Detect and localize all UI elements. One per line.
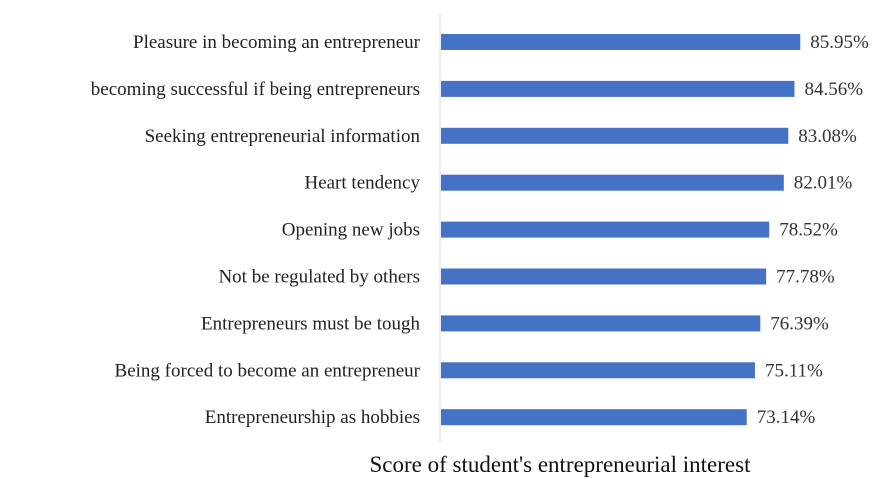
category-label: Opening new jobs	[282, 220, 420, 241]
value-label: 82.01%	[794, 173, 853, 194]
bar-7	[441, 315, 761, 332]
category-label: Being forced to become an entrepreneur	[115, 360, 421, 381]
bar-4	[441, 174, 784, 191]
bar-1	[441, 34, 801, 50]
bar-6	[441, 268, 767, 285]
value-label: 73.14%	[757, 407, 816, 428]
value-label: 76.39%	[770, 313, 829, 334]
bar-8	[441, 362, 755, 379]
category-label: Entrepreneurship as hobbies	[205, 407, 420, 428]
category-label: Seeking entrepreneurial information	[145, 126, 421, 147]
x-axis-title: Score of student's entrepreneurial inter…	[370, 452, 752, 477]
value-label: 84.56%	[804, 79, 863, 100]
value-label: 77.78%	[776, 267, 835, 288]
category-label: becoming successful if being entrepreneu…	[91, 79, 420, 100]
category-label: Heart tendency	[304, 173, 420, 194]
value-label: 75.11%	[765, 360, 823, 381]
category-label: Pleasure in becoming an entrepreneur	[133, 32, 421, 53]
bar-3	[441, 127, 789, 144]
category-label: Not be regulated by others	[218, 267, 420, 288]
bar-5	[441, 221, 770, 238]
category-label: Entrepreneurs must be tough	[201, 313, 420, 334]
bars-group	[441, 34, 801, 426]
value-label: 78.52%	[779, 220, 838, 241]
category-labels-group: Pleasure in becoming an entrepreneur beco…	[91, 32, 421, 428]
value-label: 83.08%	[798, 126, 857, 147]
value-label: 85.95%	[810, 32, 869, 53]
value-labels-group: 85.95% 84.56% 83.08% 82.01% 78.52% 77.78% 76.3…	[757, 32, 869, 428]
bar-9	[441, 409, 747, 426]
bar-2	[441, 80, 795, 97]
